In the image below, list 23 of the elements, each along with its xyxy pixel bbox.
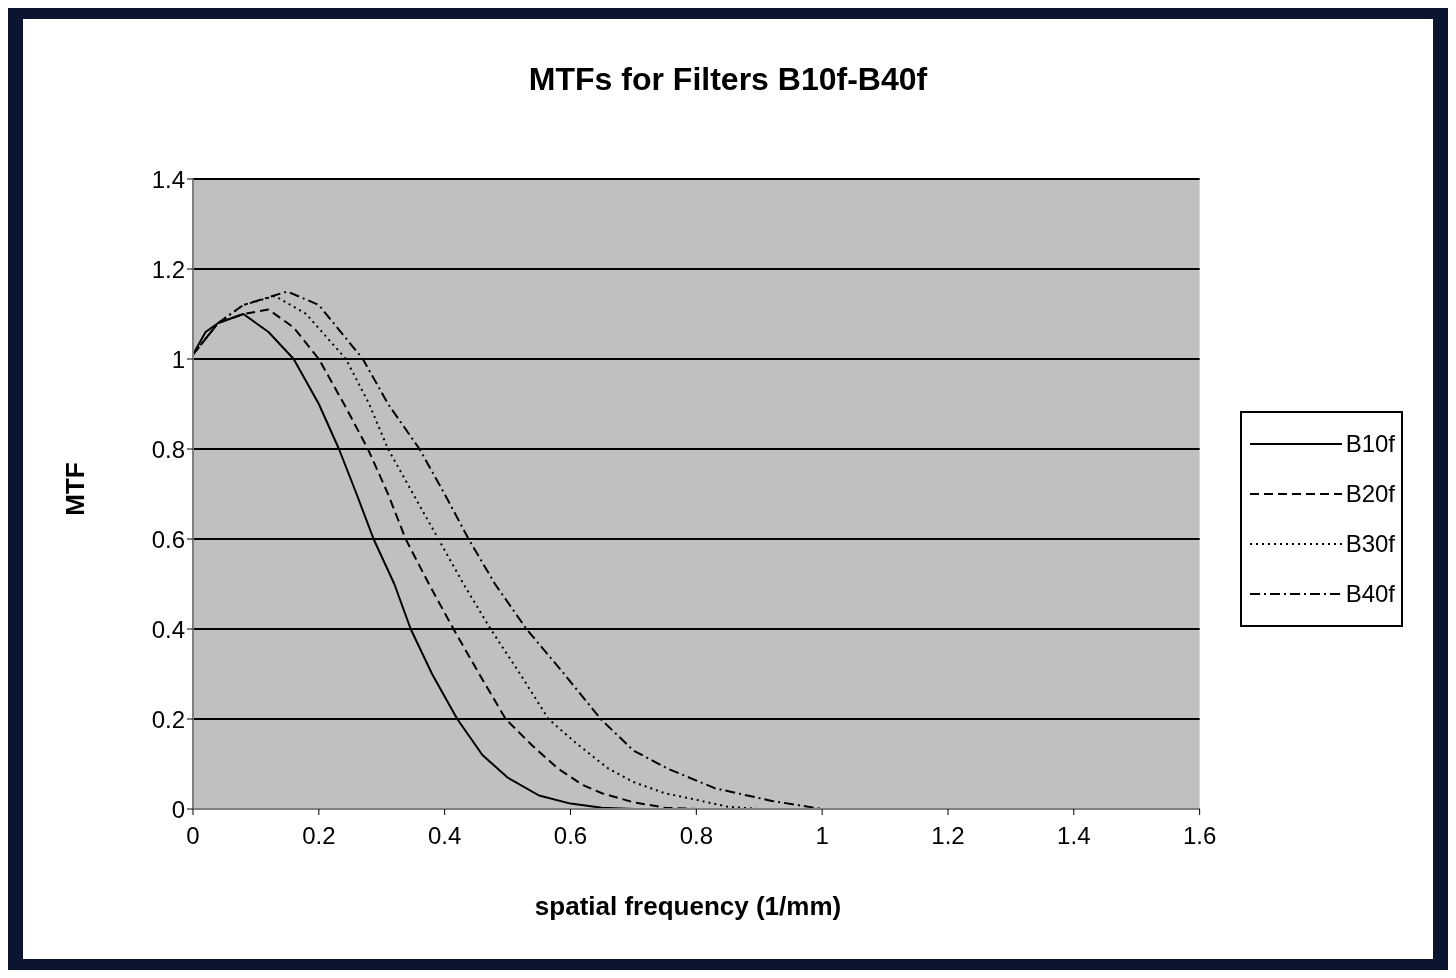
x-tick-label: 0.2 (302, 822, 336, 850)
x-tick-label: 1.2 (931, 822, 965, 850)
y-tick-label: 1.2 (151, 255, 185, 283)
y-tick-label: 0.6 (151, 525, 185, 553)
legend-label: B20f (1345, 480, 1395, 508)
y-tick-label: 1.4 (151, 165, 185, 193)
y-tick-label: 0 (171, 795, 185, 823)
y-tick-label: 0.2 (151, 705, 185, 733)
x-tick-label: 1.6 (1182, 822, 1217, 850)
y-axis-title: MTF (59, 462, 91, 516)
x-tick-label: 0.8 (679, 822, 713, 850)
x-tick-label: 0.4 (427, 822, 462, 850)
y-tick-label: 1 (171, 345, 185, 373)
x-axis-title: spatial frequency (1/mm) (533, 891, 843, 922)
x-tick-label: 1.4 (1057, 822, 1091, 850)
legend-label: B30f (1345, 530, 1395, 558)
x-tick-label: 0.6 (553, 822, 588, 850)
y-tick-label: 0.4 (151, 615, 185, 643)
legend-label: B40f (1345, 580, 1395, 608)
chart-title: MTFs for Filters B10f-B40f (527, 61, 929, 98)
y-tick-label: 0.8 (151, 435, 185, 463)
legend-label: B10f (1345, 430, 1395, 458)
x-tick-label: 1 (815, 822, 829, 850)
